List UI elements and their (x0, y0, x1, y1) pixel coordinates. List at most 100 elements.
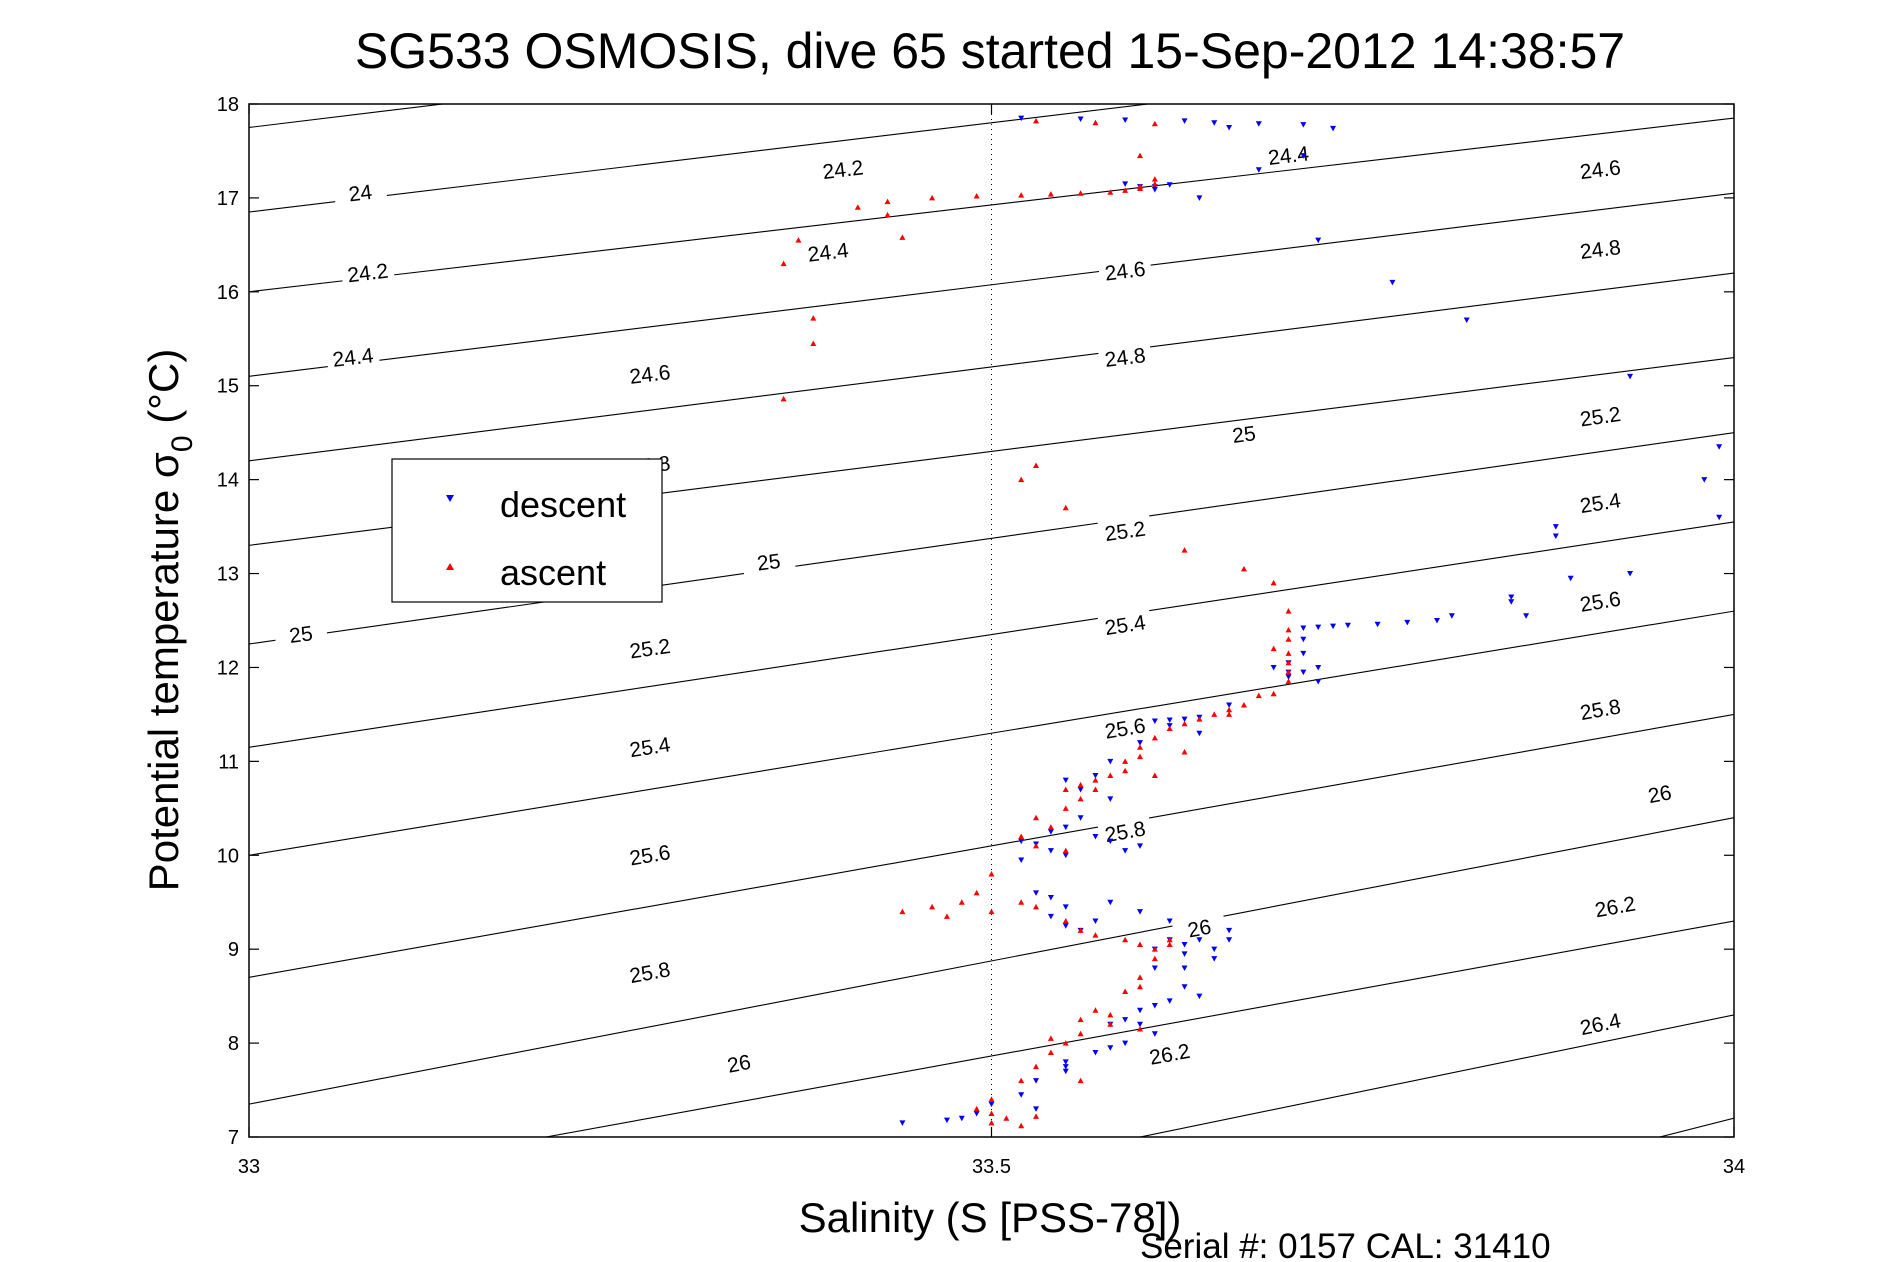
descent-point-18 (1389, 279, 1396, 286)
descent-point-0 (1018, 115, 1025, 122)
descent-point-102 (1062, 1064, 1069, 1070)
ascent-point-105 (1226, 711, 1233, 717)
ascent-point-95 (988, 1119, 995, 1126)
ascent-point-12 (1018, 192, 1025, 198)
descent-point-2 (1122, 117, 1129, 123)
contour-label-gap-8-0 (622, 838, 678, 873)
descent-point-66 (1137, 843, 1143, 849)
descent-point-50 (1181, 716, 1188, 723)
descent-point-9 (1122, 181, 1129, 187)
ascent-point-28 (1240, 565, 1247, 572)
descent-point-73 (1047, 895, 1054, 901)
descent-point-96 (1122, 1017, 1129, 1023)
y-axis-label-subscript: 0 (166, 435, 199, 452)
descent-point-26 (1552, 533, 1559, 539)
contour-label-gap-3-0 (622, 358, 678, 391)
contour-label-gap-7-0 (622, 730, 678, 765)
ascent-point-16 (854, 204, 861, 210)
series-descent (899, 115, 1723, 1126)
ascent-point-20 (780, 260, 787, 267)
descent-point-14 (1196, 195, 1203, 201)
contour-label-gap-2-1 (800, 236, 856, 269)
ascent-point-15 (884, 198, 891, 205)
ascent-point-25 (1033, 462, 1040, 469)
contour-label-gap-5-1 (741, 546, 797, 579)
descent-point-65 (1107, 838, 1114, 845)
ascent-point-7 (1151, 176, 1158, 182)
ascent-point-59 (1047, 824, 1054, 830)
ascent-point-26 (1062, 504, 1069, 511)
ascent-point-104 (1181, 748, 1188, 755)
descent-point-111 (1062, 1068, 1069, 1075)
ascent-point-44 (1181, 720, 1188, 727)
ascent-point-92 (973, 1105, 980, 1112)
contour-label-gap-9-0 (622, 955, 678, 990)
ascent-point-63 (988, 871, 995, 877)
descent-point-106 (973, 1111, 980, 1117)
descent-point-71 (1018, 857, 1025, 863)
descent-point-20 (1627, 373, 1634, 380)
contour-label-gap-8-1 (1097, 711, 1153, 746)
contour-line-25_6 (249, 610, 1734, 856)
ascent-point-76 (1137, 941, 1143, 947)
ascent-point-74 (1092, 932, 1099, 938)
y-axis-label: Potential temperature σ0 (°C) (140, 349, 199, 892)
contour-line-26 (249, 817, 1734, 1105)
descent-point-64 (1092, 833, 1099, 840)
ascent-point-46 (1151, 734, 1158, 741)
descent-point-78 (1092, 918, 1099, 925)
contour-label-gap-3-1 (1097, 255, 1153, 288)
descent-point-110 (1033, 1106, 1040, 1112)
descent-point-33 (1404, 619, 1411, 626)
ascent-point-27 (1181, 547, 1188, 553)
contour-label-gap-9-2 (1572, 692, 1629, 728)
descent-point-69 (1047, 848, 1054, 854)
contour-label-5-2: 25 (1231, 422, 1257, 448)
ascent-point-39 (1270, 690, 1277, 697)
descent-point-37 (1315, 624, 1322, 631)
ascent-point-77 (1151, 946, 1158, 952)
x-axis: 33 33.5 34 (238, 104, 1745, 1178)
descent-point-89 (1226, 927, 1233, 934)
descent-point-61 (1077, 815, 1084, 821)
contour-line-24_8 (249, 272, 1734, 462)
descent-point-34 (1374, 621, 1381, 628)
ascent-point-93 (988, 1110, 995, 1117)
contour-label-gap-10-0 (711, 1046, 768, 1082)
ascent-point-37 (1285, 678, 1292, 685)
y-tick-label-7: 14 (217, 470, 239, 492)
ascent-point-80 (1137, 974, 1143, 980)
contour-line-24 (249, 104, 448, 129)
ascent-point-89 (1033, 1063, 1040, 1070)
ascent-point-52 (1092, 777, 1099, 783)
y-axis-label-main: Potential temperature σ (140, 452, 187, 891)
contour-label-6-1: 25.2 (1103, 518, 1147, 547)
ascent-point-67 (899, 908, 906, 915)
ascent-point-18 (899, 234, 906, 240)
descent-point-19 (1463, 317, 1470, 323)
contour-label-gap-10-2 (1631, 776, 1688, 812)
descent-point-103 (1033, 1078, 1040, 1084)
contour-line-24_2 (249, 104, 1153, 213)
descent-point-80 (1137, 909, 1143, 915)
descent-point-72 (1033, 890, 1040, 896)
ascent-point-31 (1285, 626, 1292, 633)
ascent-point-43 (1196, 716, 1203, 722)
ascent-point-22 (810, 340, 817, 346)
descent-point-59 (1077, 787, 1084, 793)
ascent-point-72 (1062, 918, 1069, 924)
ascent-point-57 (1062, 805, 1069, 811)
descent-point-1 (1077, 116, 1084, 123)
contour-label-4-2: 24.8 (1579, 236, 1622, 264)
ascent-point-83 (1077, 1016, 1084, 1023)
ascent-point-75 (1122, 936, 1129, 943)
descent-point-60 (1107, 796, 1114, 802)
descent-point-7 (1330, 125, 1337, 132)
ascent-point-58 (1033, 814, 1040, 821)
legend-descent-marker (446, 495, 454, 502)
descent-point-76 (1062, 923, 1069, 929)
contour-label-gap-5-0 (273, 618, 329, 651)
contour-label-5-1: 25 (756, 550, 782, 576)
descent-point-38 (1300, 625, 1307, 632)
descent-point-104 (1018, 1092, 1025, 1098)
